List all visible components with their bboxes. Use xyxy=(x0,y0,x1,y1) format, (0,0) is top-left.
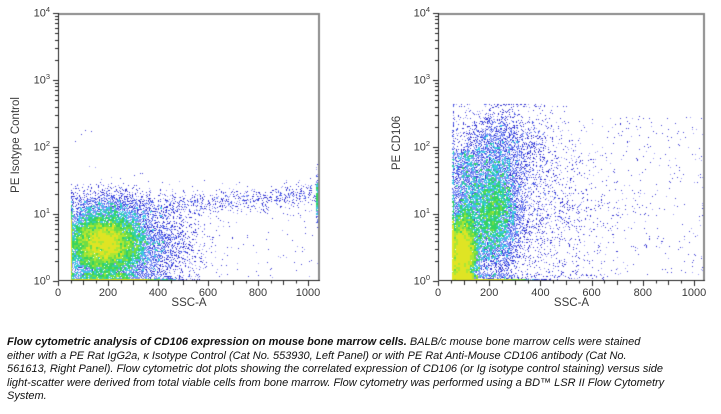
x-tick-label: 600 xyxy=(582,287,601,299)
y-tick-label: 104 xyxy=(413,5,430,20)
x-tick-label: 200 xyxy=(480,287,499,299)
x-tick-label: 1000 xyxy=(681,287,707,299)
y-tick-label: 103 xyxy=(33,72,50,87)
caption-title: Flow cytometric analysis of CD106 expres… xyxy=(7,336,407,348)
y-tick-label: 101 xyxy=(413,206,430,221)
y-tick-label: 101 xyxy=(33,206,50,221)
x-tick-label: 0 xyxy=(54,287,62,299)
right-x-axis-label: SSC-A xyxy=(553,297,590,309)
x-tick-label: 400 xyxy=(148,287,168,299)
y-tick-label: 103 xyxy=(413,72,430,87)
x-tick-label: 200 xyxy=(98,287,118,299)
left-dot-plot-canvas xyxy=(48,9,326,288)
y-tick-label: 100 xyxy=(413,273,430,288)
x-tick-label: 1000 xyxy=(295,287,321,299)
y-tick-label: 104 xyxy=(33,5,50,20)
x-tick-label: 600 xyxy=(198,287,218,299)
x-tick-label: 800 xyxy=(633,287,652,299)
x-tick-label: 400 xyxy=(531,287,550,299)
y-tick-label: 102 xyxy=(33,139,50,154)
x-tick-label: 800 xyxy=(248,287,268,299)
figure-caption: Flow cytometric analysis of CD106 expres… xyxy=(7,336,665,404)
y-tick-label: 102 xyxy=(413,139,430,154)
caption-body: BALB/c mouse bone marrow cells were stai… xyxy=(7,336,665,402)
y-tick-label: 100 xyxy=(33,273,50,288)
left-x-axis-label: SSC-A xyxy=(171,297,207,309)
x-tick-label: 0 xyxy=(434,287,442,299)
right-dot-plot-canvas xyxy=(428,9,711,288)
